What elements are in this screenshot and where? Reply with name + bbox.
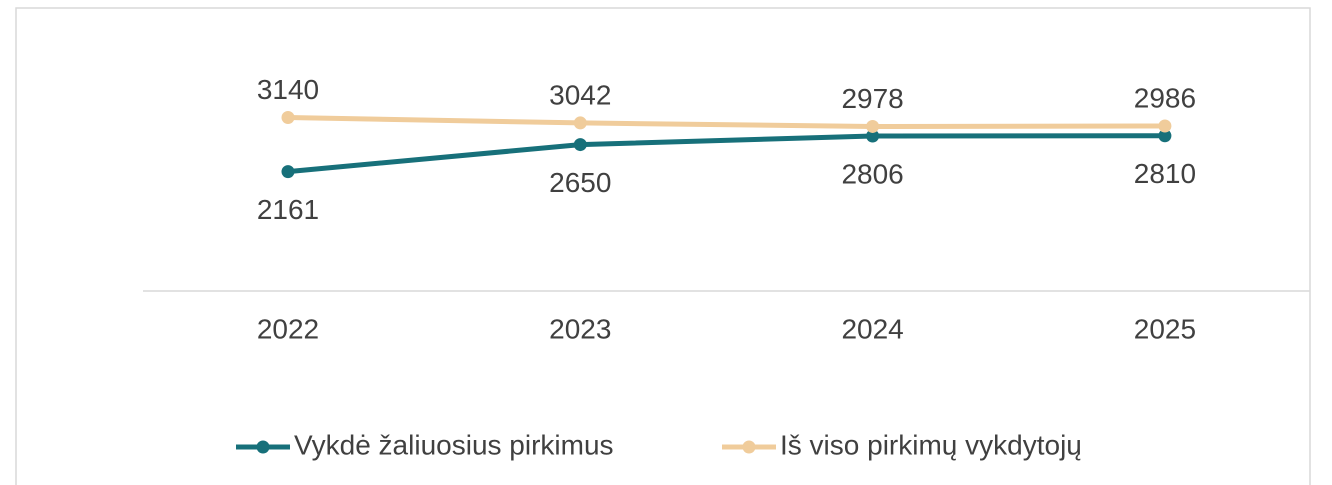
data-label: 2986 [1134, 82, 1196, 113]
legend-label: Iš viso pirkimų vykdytojų [780, 429, 1082, 460]
data-label: 2806 [841, 158, 903, 189]
legend-marker [256, 440, 270, 454]
legend-label: Vykdė žaliuosius pirkimus [294, 429, 614, 460]
data-point [866, 119, 880, 133]
x-tick-label: 2024 [841, 313, 903, 344]
x-tick-label: 2025 [1134, 313, 1196, 344]
data-label: 3140 [257, 74, 319, 105]
data-label: 2650 [549, 167, 611, 198]
data-point [573, 116, 587, 130]
chart-border [15, 7, 1311, 485]
data-label: 2161 [257, 194, 319, 225]
data-point [281, 165, 295, 179]
legend-marker [742, 440, 756, 454]
data-point [281, 111, 295, 125]
x-tick-label: 2023 [549, 313, 611, 344]
data-label: 2810 [1134, 158, 1196, 189]
series-line [287, 115, 1165, 129]
x-tick-label: 2022 [257, 313, 319, 344]
data-point [573, 138, 587, 152]
data-point [866, 129, 880, 143]
data-point [1158, 129, 1172, 143]
data-label: 3042 [549, 79, 611, 110]
data-label: 2978 [841, 83, 903, 114]
data-point [1158, 119, 1172, 133]
series-line [287, 133, 1165, 175]
